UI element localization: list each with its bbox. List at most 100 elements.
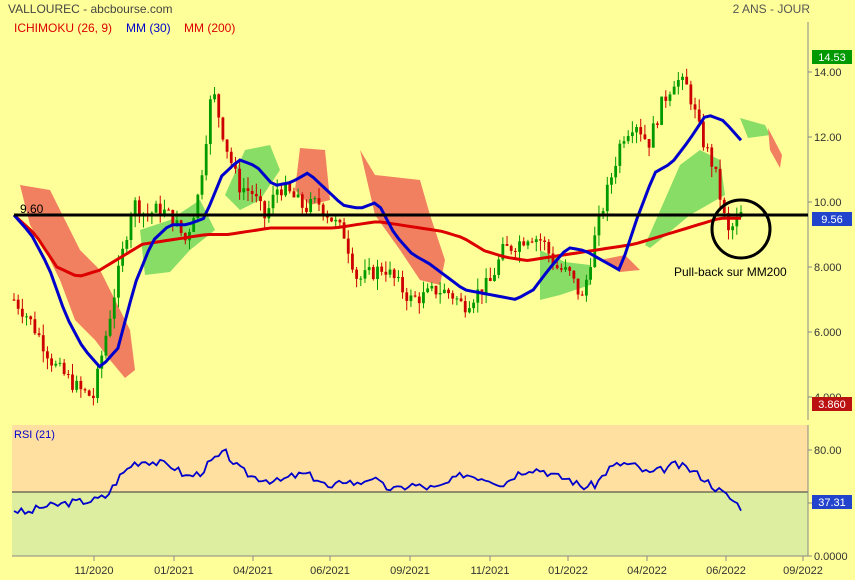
price-box-high-label: 14.53 [818,52,846,64]
ichimoku-cloud-8 [740,118,770,138]
candle [392,268,396,287]
candle [484,268,488,304]
candle [681,73,684,91]
candle [647,138,651,157]
price-box-low-label: 3.860 [818,399,846,411]
candle [559,263,563,273]
x-tick-label: 06/2021 [310,565,350,577]
candle [526,239,530,250]
x-tick-label: 04/2022 [627,565,667,577]
candle [513,247,517,258]
candle [622,136,626,148]
candle [639,118,643,142]
candle [351,247,354,273]
candle [37,327,41,338]
candle [213,86,216,103]
candle [321,202,325,221]
candle [54,360,58,368]
candle [610,172,613,194]
candle [208,95,212,155]
candle [585,274,588,302]
candle [451,290,455,305]
candle [497,255,501,279]
candle [651,115,655,148]
candle [254,183,258,203]
candle [292,187,296,198]
rsi-line [13,448,742,516]
candle [630,121,634,144]
candle [91,388,95,406]
candle [363,259,367,283]
candle [426,283,430,294]
y-tick-label: 8.000 [814,262,842,274]
ichimoku-cloud-2 [225,145,280,210]
candle [179,219,183,237]
candle [112,288,116,329]
candle [714,166,718,173]
candle [158,195,162,223]
candle [580,290,584,296]
candle [325,210,329,224]
x-tick-label: 06/2022 [706,565,746,577]
candle [593,226,597,268]
candle [447,287,450,299]
candle [601,207,605,219]
rsi-title: RSI (21) [14,429,55,441]
candle [16,294,20,315]
x-tick-label: 09/2021 [390,565,430,577]
x-tick-label: 11/2020 [75,565,114,577]
price-panel [12,68,782,406]
candle [476,278,480,313]
candle [66,370,70,379]
candle [330,217,333,223]
candle [455,295,459,306]
candle [589,258,592,285]
candle [221,116,225,142]
y-tick-label: 14.00 [814,67,842,79]
candle [396,270,400,282]
candle [388,261,392,278]
candle [463,295,467,318]
y-tick-label: 10.00 [814,197,842,209]
candle [493,267,496,282]
candle [259,189,262,211]
rsi-box-current [812,495,852,509]
chart-period: 2 ANS - JOUR [733,2,811,16]
candle [250,185,254,203]
candle [597,205,601,246]
candle [41,324,45,363]
price-box-current-label: 9.56 [821,214,842,226]
candle [727,206,730,240]
candle [225,139,229,159]
candle [133,197,137,228]
candle [668,91,672,107]
candle [488,267,492,282]
ichimoku-cloud-7 [645,150,725,248]
candle [280,185,283,201]
candle [371,264,375,281]
rsi-panel [13,448,742,516]
candle [346,230,350,264]
candle [442,283,446,294]
x-tick-label: 11/2021 [471,565,510,577]
candle [417,292,421,314]
x-tick-label: 09/2022 [783,565,823,577]
candle [238,158,242,200]
candle [137,196,141,223]
candle [664,90,668,108]
rsi-tick-label: 80.00 [814,445,842,457]
candle [167,207,170,211]
ichimoku-cloud-9 [768,128,782,168]
y-tick-label: 6.000 [814,327,842,339]
candle [380,262,384,276]
candle [338,218,342,227]
candle [643,124,647,141]
candle [29,315,33,325]
candle [693,97,697,119]
ichimoku-cloud-4 [360,150,445,285]
candle [79,376,83,398]
candle [509,244,513,255]
candle [125,236,129,253]
